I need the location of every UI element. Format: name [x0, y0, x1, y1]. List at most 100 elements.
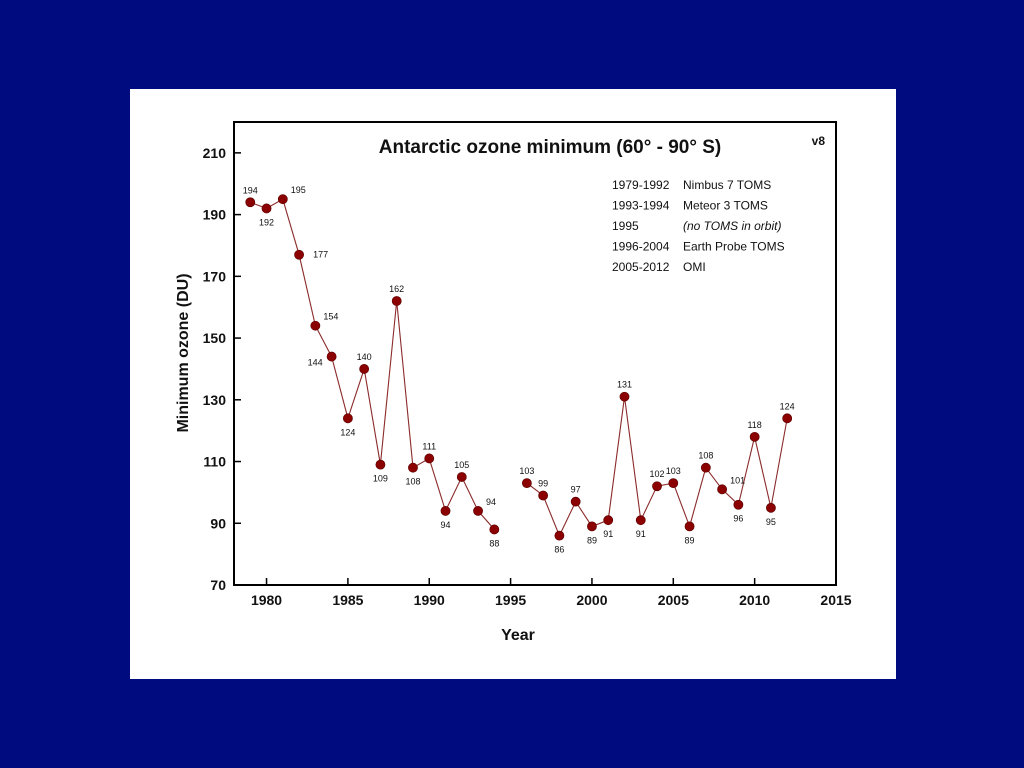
- data-label-2011: 95: [766, 517, 776, 527]
- legend-instrument: Earth Probe TOMS: [683, 240, 785, 254]
- x-tick-label: 1980: [251, 592, 282, 608]
- legend-years: 1979-1992: [612, 178, 670, 192]
- data-point-1992: [456, 472, 467, 482]
- data-point-1997: [538, 490, 549, 501]
- data-point-2002: [619, 391, 630, 402]
- chart-title: Antarctic ozone minimum (60° - 90° S): [379, 137, 721, 158]
- data-label-1984: 144: [308, 358, 323, 368]
- x-tick-label: 1990: [414, 592, 445, 608]
- data-point-1984: [326, 351, 337, 362]
- data-point-2011: [766, 502, 776, 513]
- axis-ticks: 1980 1985 1990 1995 2000 2005 2010 2015 70 90 110 1…: [203, 145, 852, 608]
- data-point-2010: [749, 431, 760, 442]
- data-point-2003: [635, 515, 646, 526]
- data-point-1991: [440, 506, 451, 516]
- legend-instrument: Nimbus 7 TOMS: [683, 178, 771, 192]
- legend-years: 2005-2012: [612, 260, 670, 274]
- data-label-2004: 102: [650, 469, 665, 479]
- data-label-1996: 103: [519, 466, 534, 476]
- data-label-2008: 101: [730, 475, 745, 485]
- y-tick-label: 210: [203, 145, 227, 161]
- legend-entry: 1993-1994 Meteor 3 TOMS: [612, 199, 768, 213]
- legend-instrument: (no TOMS in orbit): [683, 219, 781, 233]
- data-points: 194 192 195 177 154 144 124 140 109 162 108 111 94 10…: [243, 185, 795, 554]
- legend-years: 1995: [612, 219, 639, 233]
- x-tick-label: 1995: [495, 592, 526, 608]
- data-label-1999: 97: [571, 485, 581, 495]
- data-label-2009: 96: [733, 514, 743, 524]
- y-axis-title: Minimum ozone (DU): [175, 273, 192, 432]
- data-label-1993: 94: [486, 497, 496, 507]
- data-point-1983: [310, 320, 321, 331]
- data-point-1985: [342, 413, 353, 424]
- y-tick-label: 110: [203, 454, 226, 470]
- data-point-1981: [277, 194, 288, 205]
- data-point-2004: [652, 481, 662, 492]
- data-label-1992: 105: [454, 460, 469, 470]
- data-point-2012: [782, 413, 793, 424]
- data-label-1985: 124: [340, 427, 355, 437]
- data-point-1990: [424, 453, 435, 464]
- data-point-1986: [359, 364, 370, 374]
- legend-instrument: OMI: [683, 260, 706, 274]
- legend-entry: 1996-2004 Earth Probe TOMS: [612, 240, 785, 254]
- data-point-2006: [684, 521, 695, 532]
- data-label-1981: 195: [291, 185, 306, 195]
- legend: 1979-1992 Nimbus 7 TOMS 1993-1994 Meteor 3 …: [612, 178, 785, 274]
- data-label-1987: 109: [373, 474, 388, 484]
- data-label-2006: 89: [685, 535, 695, 545]
- data-label-2012: 124: [780, 401, 795, 411]
- data-point-2008: [717, 484, 728, 495]
- legend-years: 1993-1994: [612, 199, 670, 213]
- data-point-1988: [391, 296, 402, 306]
- data-point-1994: [489, 524, 500, 535]
- x-tick-label: 2005: [658, 592, 689, 608]
- version-tag: v8: [812, 134, 826, 148]
- x-tick-label: 2010: [739, 592, 770, 608]
- data-point-2009: [733, 499, 744, 510]
- data-point-1989: [408, 462, 418, 473]
- data-label-1998: 86: [554, 545, 564, 555]
- slide-panel: Antarctic ozone minimum (60° - 90° S) v8…: [130, 89, 896, 679]
- x-axis-title: Year: [501, 627, 535, 644]
- legend-entry: 2005-2012 OMI: [612, 260, 706, 274]
- data-label-1980: 192: [259, 217, 274, 227]
- y-tick-label: 130: [203, 392, 227, 408]
- y-tick-label: 150: [203, 330, 227, 346]
- y-tick-label: 170: [203, 268, 227, 284]
- data-label-1979: 194: [243, 185, 258, 195]
- data-point-1998: [554, 530, 565, 541]
- data-label-1997: 99: [538, 478, 548, 488]
- data-point-1982: [294, 249, 304, 260]
- legend-years: 1996-2004: [612, 240, 670, 254]
- data-point-2000: [587, 521, 597, 532]
- data-label-1991: 94: [441, 520, 451, 530]
- data-label-1988: 162: [389, 284, 404, 294]
- y-tick-label: 70: [210, 577, 226, 593]
- data-point-1987: [375, 459, 386, 470]
- data-point-1999: [570, 496, 581, 507]
- data-point-1979: [245, 197, 256, 208]
- data-label-2005: 103: [666, 466, 681, 476]
- data-label-1986: 140: [357, 352, 372, 362]
- legend-instrument: Meteor 3 TOMS: [683, 199, 768, 213]
- data-label-1983: 154: [323, 312, 338, 322]
- data-label-2007: 108: [698, 451, 713, 461]
- data-label-2001: 91: [603, 529, 613, 539]
- x-tick-label: 1985: [332, 592, 363, 608]
- x-tick-label: 2000: [576, 592, 607, 608]
- data-point-1993: [473, 506, 483, 516]
- legend-entry: 1979-1992 Nimbus 7 TOMS: [612, 178, 771, 192]
- data-point-1996: [521, 478, 532, 489]
- data-label-2010: 118: [747, 420, 761, 430]
- data-label-2002: 131: [617, 380, 632, 390]
- data-label-2000: 89: [587, 535, 597, 545]
- data-label-1989: 108: [405, 477, 420, 487]
- data-point-2001: [603, 515, 614, 526]
- series-line-segment-1: [250, 198, 495, 530]
- data-label-2003: 91: [636, 529, 646, 539]
- legend-entry: 1995 (no TOMS in orbit): [612, 219, 781, 233]
- data-label-1994: 88: [489, 538, 499, 548]
- data-point-2007: [700, 462, 711, 473]
- y-tick-label: 190: [203, 207, 227, 223]
